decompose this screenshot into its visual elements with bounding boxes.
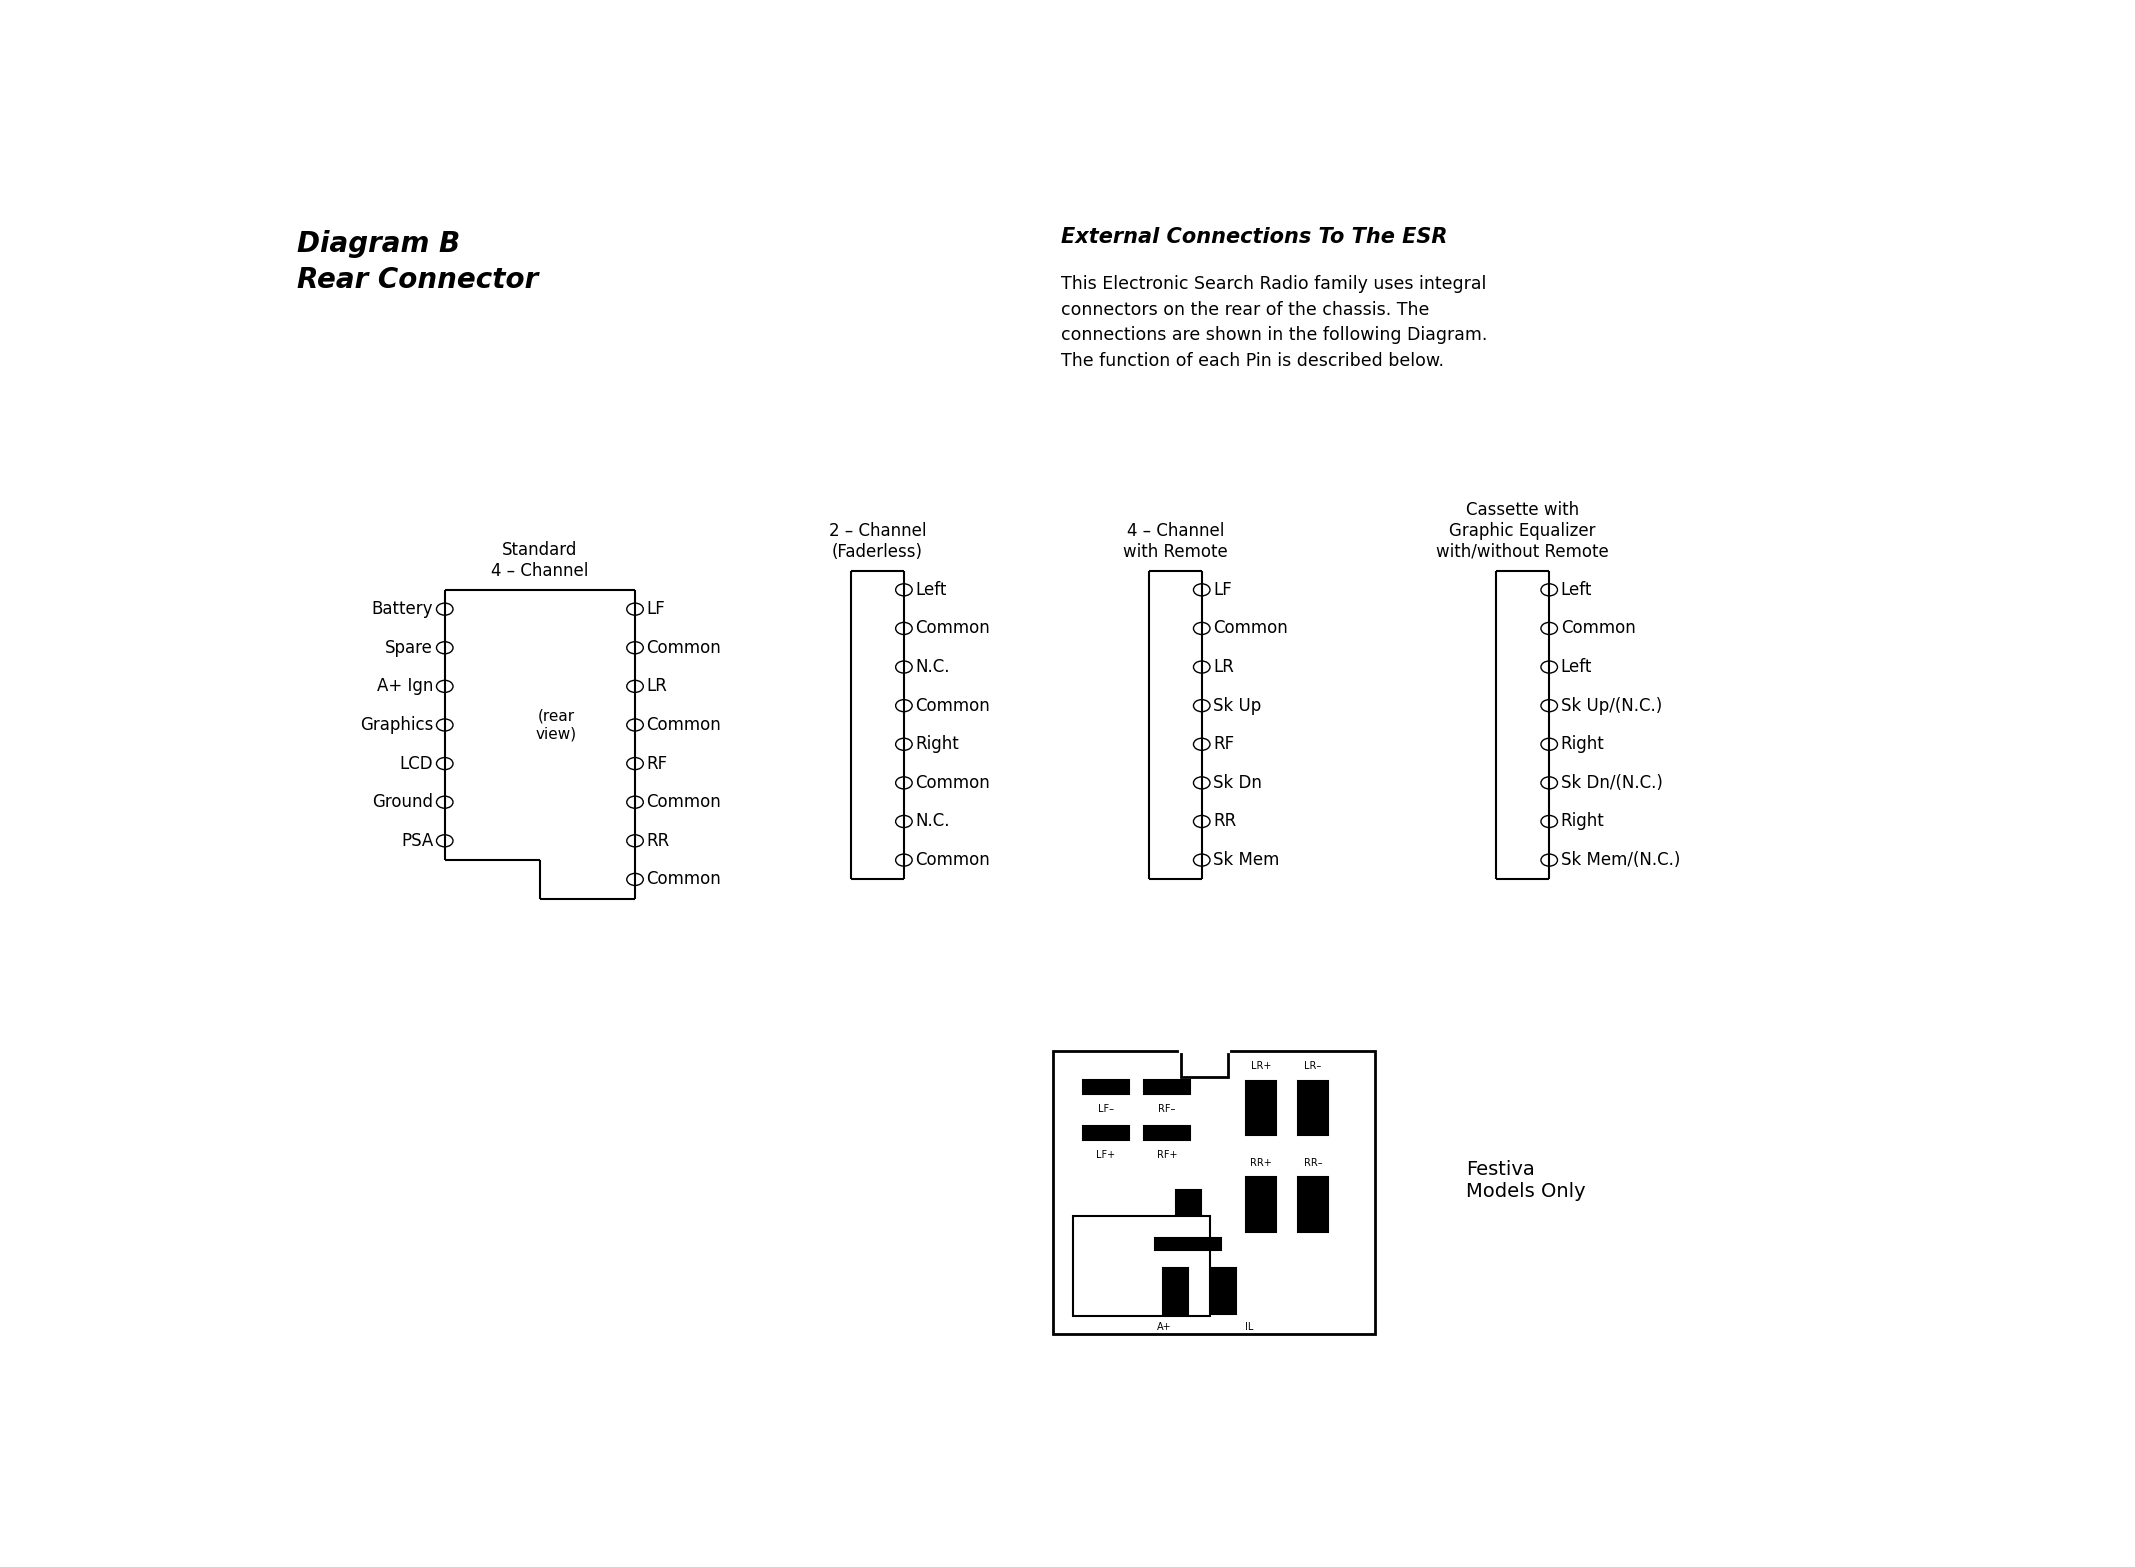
Text: Common: Common xyxy=(916,697,991,715)
Text: MEM: MEM xyxy=(1176,1250,1200,1261)
Text: RR: RR xyxy=(647,832,670,849)
Text: LF: LF xyxy=(1213,581,1232,599)
Text: Sk Up/(N.C.): Sk Up/(N.C.) xyxy=(1561,697,1661,715)
Text: A+: A+ xyxy=(1157,1323,1172,1332)
Text: RR: RR xyxy=(1213,813,1236,831)
Text: Common: Common xyxy=(647,716,722,733)
Text: Sk Up: Sk Up xyxy=(1213,697,1262,715)
Text: Left: Left xyxy=(1561,658,1593,675)
Text: Common: Common xyxy=(1561,619,1635,638)
Text: (rear
view): (rear view) xyxy=(536,708,576,741)
Text: External Connections To The ESR: External Connections To The ESR xyxy=(1061,227,1448,246)
Text: Right: Right xyxy=(1561,813,1606,831)
Text: LCD: LCD xyxy=(399,755,433,773)
Text: RF: RF xyxy=(647,755,668,773)
Text: Rear Connector: Rear Connector xyxy=(297,266,538,295)
Text: PSA: PSA xyxy=(401,832,433,849)
Bar xyxy=(1155,1238,1221,1250)
Text: Graphics: Graphics xyxy=(361,716,433,733)
Text: Sk Dn/(N.C.): Sk Dn/(N.C.) xyxy=(1561,774,1663,791)
Text: Sk Mem: Sk Mem xyxy=(1213,851,1279,870)
Bar xyxy=(1144,1125,1189,1141)
Text: Sk Mem/(N.C.): Sk Mem/(N.C.) xyxy=(1561,851,1680,870)
Text: Right: Right xyxy=(916,735,959,754)
Text: LF: LF xyxy=(647,600,666,617)
Text: Diagram B: Diagram B xyxy=(297,230,459,259)
Bar xyxy=(1247,1177,1277,1232)
Bar xyxy=(1082,1080,1129,1094)
Text: RR–: RR– xyxy=(1304,1158,1322,1167)
Text: LR–: LR– xyxy=(1304,1061,1322,1072)
Bar xyxy=(1176,1189,1200,1244)
Bar xyxy=(1164,1268,1187,1313)
Text: A+ Ign: A+ Ign xyxy=(376,677,433,696)
Text: Common: Common xyxy=(1213,619,1287,638)
Text: Common: Common xyxy=(916,774,991,791)
Text: Battery: Battery xyxy=(371,600,433,617)
Bar xyxy=(1298,1177,1328,1232)
Bar xyxy=(1082,1125,1129,1141)
Text: Ground: Ground xyxy=(371,793,433,812)
Text: Common: Common xyxy=(647,639,722,657)
Text: IL: IL xyxy=(1245,1323,1253,1332)
Text: N.C.: N.C. xyxy=(916,658,950,675)
Text: Common: Common xyxy=(647,870,722,888)
Text: RF–: RF– xyxy=(1159,1103,1176,1114)
Text: Left: Left xyxy=(1561,581,1593,599)
Text: RR+: RR+ xyxy=(1251,1158,1272,1167)
Text: 2 – Channel
(Faderless): 2 – Channel (Faderless) xyxy=(828,522,927,561)
Bar xyxy=(1053,1051,1375,1335)
Text: Common: Common xyxy=(647,793,722,812)
Text: Festiva
Models Only: Festiva Models Only xyxy=(1467,1160,1586,1200)
Text: N.C.: N.C. xyxy=(916,813,950,831)
Text: LF+: LF+ xyxy=(1095,1150,1114,1160)
Text: LR+: LR+ xyxy=(1251,1061,1272,1072)
Text: This Electronic Search Radio family uses integral
connectors on the rear of the : This Electronic Search Radio family uses… xyxy=(1061,274,1488,370)
Text: 4 – Channel
with Remote: 4 – Channel with Remote xyxy=(1123,522,1228,561)
Bar xyxy=(1247,1081,1277,1135)
Text: ANT: ANT xyxy=(1179,1221,1198,1230)
Text: LR: LR xyxy=(647,677,668,696)
Bar xyxy=(1072,1216,1211,1316)
Text: Sk Dn: Sk Dn xyxy=(1213,774,1262,791)
Bar xyxy=(1211,1268,1236,1313)
Bar xyxy=(1144,1080,1189,1094)
Text: LF–: LF– xyxy=(1097,1103,1114,1114)
Bar xyxy=(1298,1081,1328,1135)
Text: Common: Common xyxy=(916,851,991,870)
Bar xyxy=(1181,1051,1228,1077)
Text: LR: LR xyxy=(1213,658,1234,675)
Text: Common: Common xyxy=(916,619,991,638)
Text: RF: RF xyxy=(1213,735,1234,754)
Text: Cassette with
Graphic Equalizer
with/without Remote: Cassette with Graphic Equalizer with/wit… xyxy=(1437,501,1610,561)
Text: Spare: Spare xyxy=(384,639,433,657)
Text: Standard
4 – Channel: Standard 4 – Channel xyxy=(491,541,589,580)
Text: Left: Left xyxy=(916,581,946,599)
Text: RF+: RF+ xyxy=(1157,1150,1176,1160)
Text: Right: Right xyxy=(1561,735,1606,754)
